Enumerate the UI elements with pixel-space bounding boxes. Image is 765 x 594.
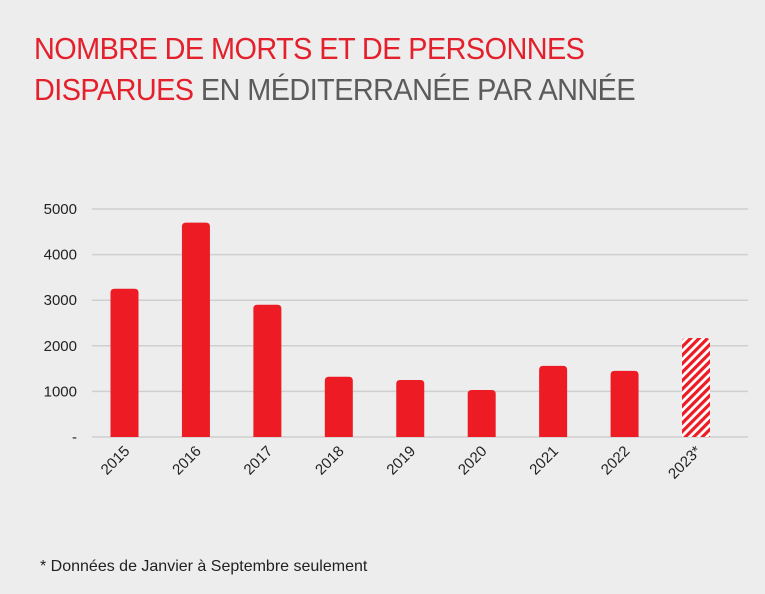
x-tick-label: 2017: [241, 443, 277, 479]
title-grey-part: EN MÉDITERRANÉE PAR ANNÉE: [193, 72, 636, 107]
x-tick-label: 2019: [383, 443, 419, 479]
y-tick-label: 4000: [44, 247, 77, 264]
footnote: * Données de Janvier à Septembre seuleme…: [40, 558, 368, 575]
x-tick-label: 2022: [598, 443, 634, 479]
bars: [110, 222, 710, 437]
bar-2017: [253, 304, 282, 437]
bar-2016: [181, 222, 210, 437]
title-red-part-1: NOMBRE DE MORTS ET DE PERSONNES: [34, 31, 585, 66]
chart-title: NOMBRE DE MORTS ET DE PERSONNES DISPARUE…: [34, 28, 704, 110]
y-tick-label: 5000: [44, 201, 77, 218]
bar-2023: [682, 338, 710, 437]
y-axis-ticks: - 1000 2000 3000 4000 5000: [44, 201, 77, 446]
x-tick-label: 2020: [455, 443, 491, 479]
bar-2018: [324, 376, 353, 437]
y-tick-label: -: [72, 429, 77, 446]
y-tick-label: 2000: [44, 338, 77, 355]
bar-2015: [110, 288, 139, 437]
x-tick-label: 2021: [526, 443, 562, 479]
title-red-part-2: DISPARUES: [34, 72, 194, 107]
y-tick-label: 3000: [44, 292, 77, 309]
bar-2022: [610, 370, 639, 437]
x-axis-ticks: 2015 2016 2017 2018 2019 2020 2021 2022 2023*: [98, 443, 705, 483]
x-tick-label: 2015: [98, 443, 134, 479]
x-tick-label: 2023*: [665, 443, 705, 483]
x-tick-label: 2016: [169, 443, 205, 479]
title-line-1: NOMBRE DE MORTS ET DE PERSONNES: [34, 28, 704, 69]
bar-2019: [396, 380, 425, 437]
y-tick-label: 1000: [44, 383, 77, 400]
x-tick-label: 2018: [312, 443, 348, 479]
title-line-2: DISPARUES EN MÉDITERRANÉE PAR ANNÉE: [34, 69, 704, 110]
bar-2021: [539, 365, 568, 437]
bar-2020: [467, 390, 496, 437]
